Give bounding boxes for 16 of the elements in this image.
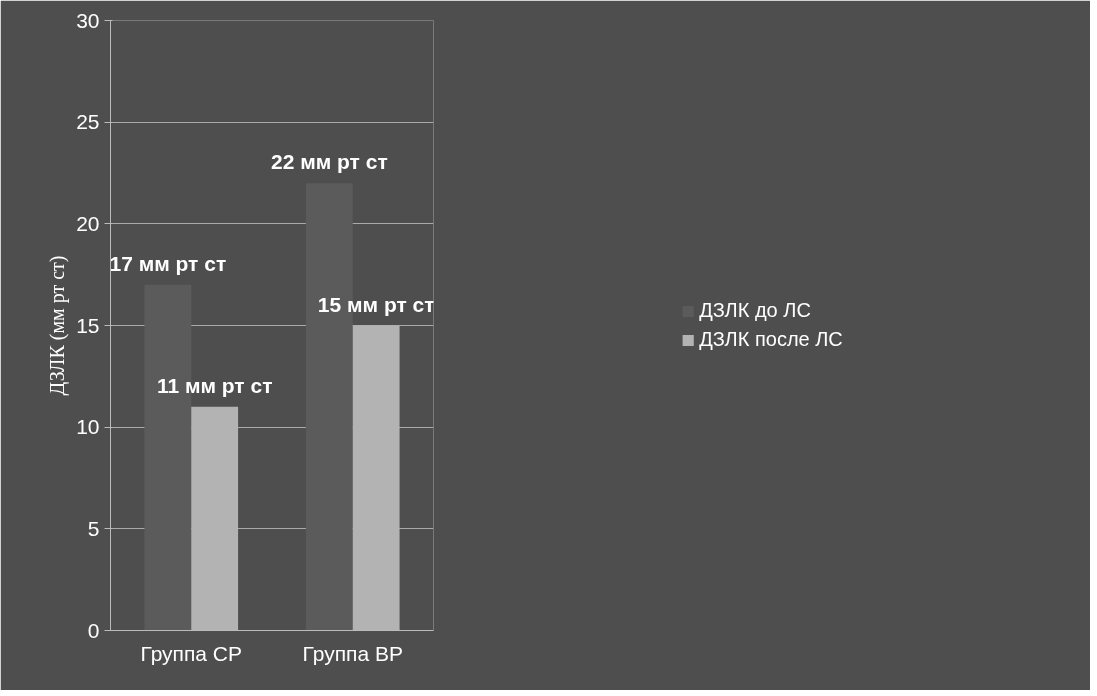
data-label: 15 мм рт ст (317, 292, 435, 316)
y-tick-label: 15 (76, 313, 100, 337)
data-label: 22 мм рт ст (270, 150, 388, 174)
y-tick-label: 10 (76, 415, 100, 439)
y-tick-label: 5 (87, 516, 100, 540)
y-tick-label: 20 (76, 211, 100, 235)
y-tick-label: 30 (76, 8, 100, 32)
y-axis-title: ДЗЛК (мм рт ст) (46, 255, 70, 396)
data-label: 17 мм рт ст (109, 251, 227, 275)
legend-label: ДЗЛК до ЛС (699, 299, 811, 322)
x-tick-label: Группа ВР (302, 641, 403, 665)
legend-label: ДЗЛК после ЛС (699, 328, 843, 351)
data-label: 11 мм рт ст (156, 373, 273, 397)
y-tick-label: 0 (87, 618, 100, 642)
y-tick-label: 25 (76, 110, 100, 134)
x-tick-label: Группа СР (140, 641, 243, 665)
